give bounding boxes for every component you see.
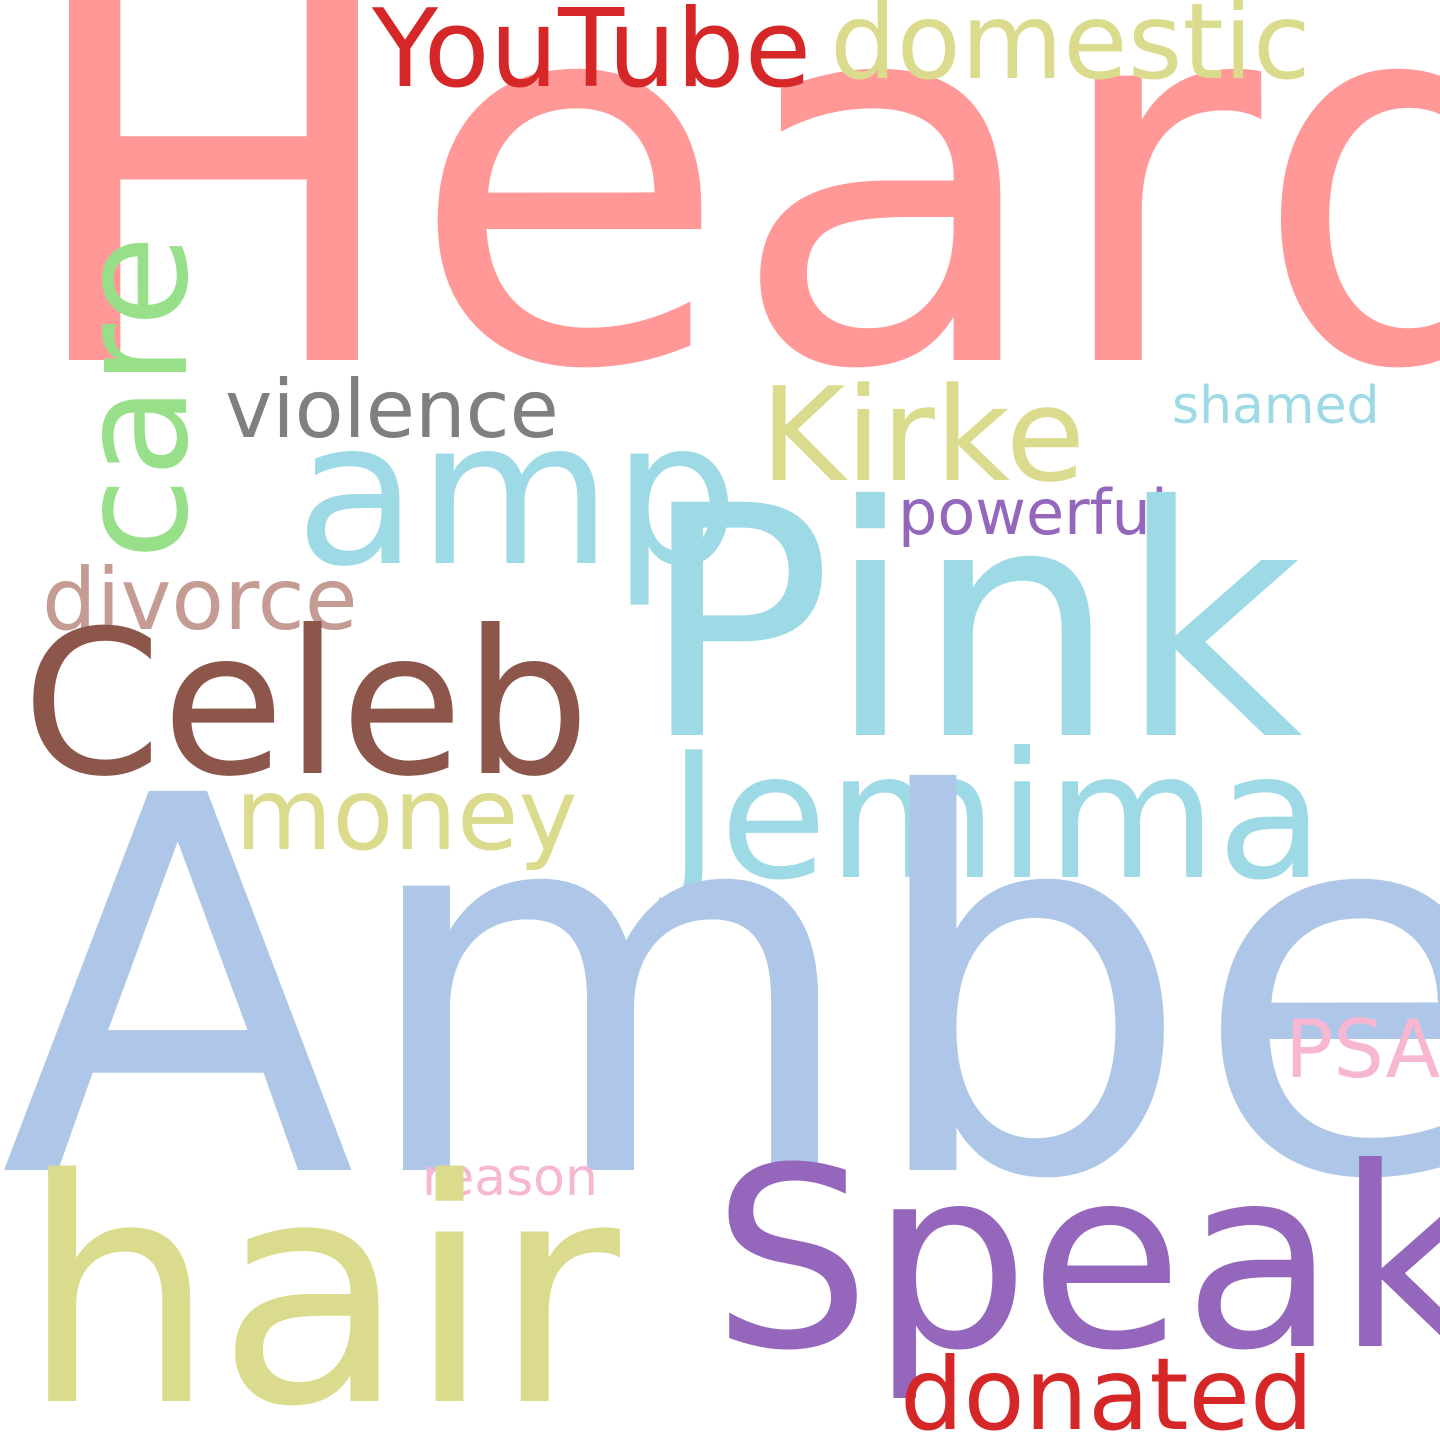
word-reason: reason — [422, 1148, 598, 1208]
word-jemima: Jemima — [668, 716, 1325, 919]
word-psa: PSA — [1285, 1003, 1440, 1096]
word-amp: amp — [295, 378, 740, 611]
word-amber: Amber — [0, 687, 1440, 1293]
word-powerful: powerful — [898, 476, 1168, 549]
word-divorce: divorce — [42, 550, 358, 650]
word-shamed: shamed — [1172, 376, 1380, 436]
word-violence: violence — [225, 363, 559, 456]
word-domestic: domestic — [830, 0, 1311, 103]
word-hair: hair — [20, 1114, 621, 1440]
word-heard: Heard — [18, 0, 1440, 483]
word-care: care — [48, 234, 222, 560]
word-money: money — [235, 756, 578, 873]
word-kirke: Kirke — [760, 359, 1086, 511]
word-speak: Speak — [712, 1114, 1440, 1405]
word-donated: donated — [900, 1336, 1314, 1440]
word-celeb: Celeb — [22, 588, 591, 821]
word-pink: Pink — [640, 439, 1303, 811]
word-youtube: YouTube — [372, 0, 812, 112]
